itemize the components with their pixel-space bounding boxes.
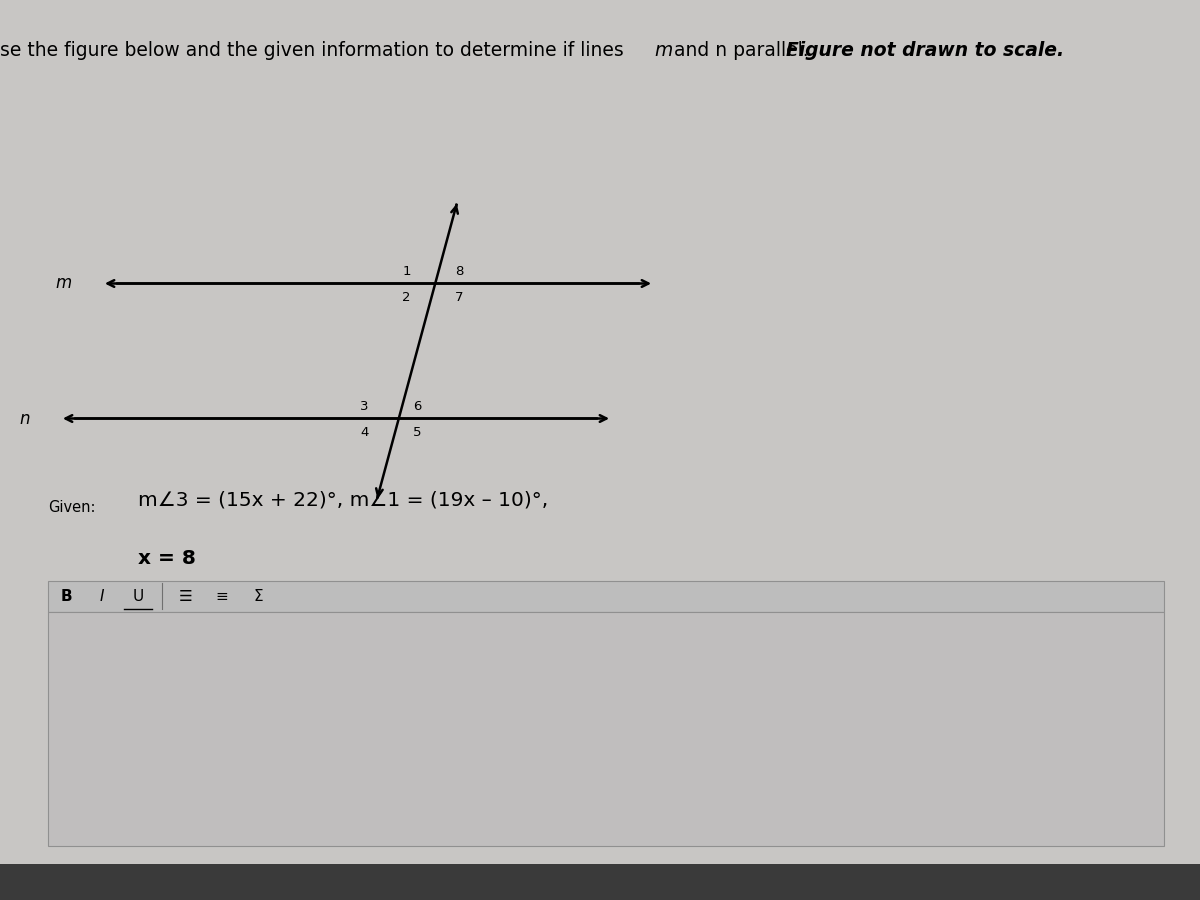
Text: 8: 8 bbox=[455, 266, 463, 278]
Text: B: B bbox=[60, 589, 72, 604]
Text: 5: 5 bbox=[413, 426, 421, 439]
Text: 7: 7 bbox=[455, 291, 463, 304]
FancyBboxPatch shape bbox=[0, 864, 1200, 900]
Text: m: m bbox=[55, 274, 72, 292]
Text: 2: 2 bbox=[402, 291, 410, 304]
Text: 6: 6 bbox=[413, 400, 421, 413]
Text: se the figure below and the given information to determine if lines: se the figure below and the given inform… bbox=[0, 40, 630, 59]
Text: x = 8: x = 8 bbox=[138, 549, 196, 568]
Text: m∠3 = (15x + 22)°, m∠1 = (19x – 10)°,: m∠3 = (15x + 22)°, m∠1 = (19x – 10)°, bbox=[138, 491, 548, 509]
Text: Σ: Σ bbox=[253, 589, 263, 604]
Text: 4: 4 bbox=[360, 426, 368, 439]
FancyBboxPatch shape bbox=[48, 612, 1164, 846]
Text: 3: 3 bbox=[360, 400, 368, 413]
Text: I: I bbox=[100, 589, 104, 604]
Text: U: U bbox=[132, 589, 144, 604]
Text: and n parallel.: and n parallel. bbox=[668, 40, 821, 59]
Text: 1: 1 bbox=[402, 266, 410, 278]
Text: Given:: Given: bbox=[48, 500, 96, 515]
Text: ☰: ☰ bbox=[179, 589, 193, 604]
Text: m: m bbox=[654, 40, 672, 59]
Text: n: n bbox=[19, 410, 30, 427]
Text: ≡: ≡ bbox=[216, 589, 228, 604]
Text: Figure not drawn to scale.: Figure not drawn to scale. bbox=[786, 40, 1064, 59]
FancyBboxPatch shape bbox=[48, 580, 1164, 612]
